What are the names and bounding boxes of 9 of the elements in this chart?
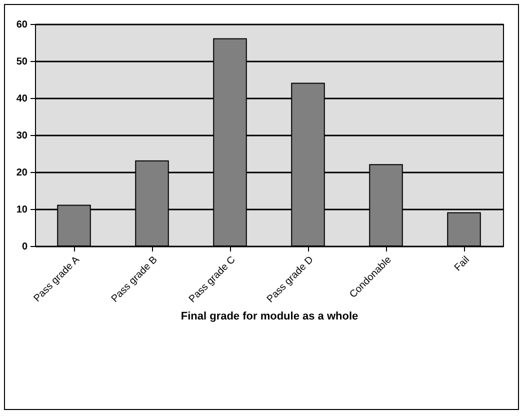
y-tick-label: 40	[16, 94, 28, 104]
y-tick-label: 0	[22, 242, 28, 252]
y-tick-label: 20	[16, 168, 28, 178]
x-axis-title: Final grade for module as a whole	[180, 310, 358, 322]
y-tick-label: 10	[16, 204, 28, 216]
y-tick-label: 50	[16, 56, 28, 68]
y-tick-label: 30	[16, 130, 28, 142]
y-tick-label: 60	[16, 20, 28, 30]
x-tick-label: Fail	[452, 254, 472, 274]
